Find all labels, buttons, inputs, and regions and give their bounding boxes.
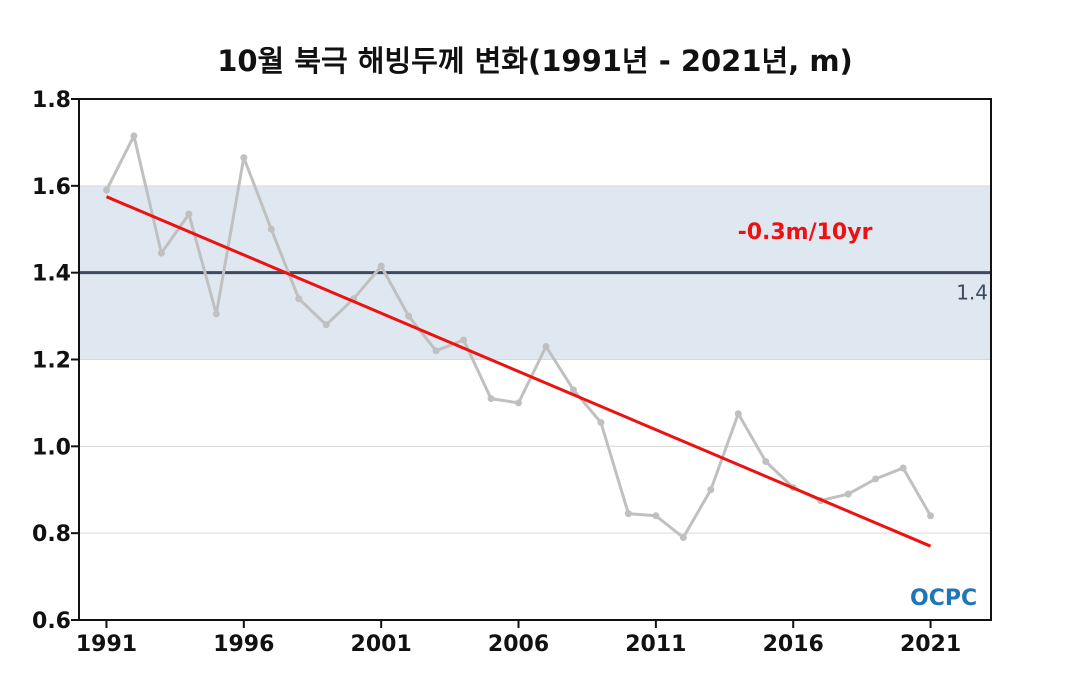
logo-text: OCPC [910, 586, 977, 611]
y-tick-label: 1.0 [32, 435, 71, 460]
data-point [157, 249, 165, 257]
axes [71, 98, 992, 628]
x-tick-label: 1996 [213, 632, 274, 657]
data-point [432, 347, 440, 355]
trend-line [105, 195, 932, 548]
data-point [542, 342, 550, 350]
data-point [212, 310, 220, 318]
data-point [734, 410, 742, 418]
data-point [377, 262, 385, 270]
data-point [240, 154, 248, 162]
x-tick-label: 2021 [900, 632, 961, 657]
trend-layer [105, 195, 932, 548]
data-point [185, 210, 193, 218]
data-point [844, 490, 852, 498]
x-tick-label: 2006 [488, 632, 549, 657]
y-tick-label: 0.6 [32, 609, 71, 634]
data-point [102, 186, 110, 194]
data-point [927, 512, 935, 520]
labels-layer: 0.6 0.8 1.0 1.2 1.4 1.6 1.8 1991 1996 2001 2006 201… [32, 88, 988, 657]
data-point [899, 464, 907, 472]
data-point [762, 458, 770, 466]
ocpc-logo: OCPC [910, 586, 977, 611]
x-tick-label: 2011 [625, 632, 686, 657]
data-point [569, 386, 577, 394]
data-point [597, 418, 605, 426]
y-tick-label: 1.8 [32, 88, 71, 113]
plot-frame [78, 98, 992, 621]
data-point [872, 475, 880, 483]
data-point [624, 510, 632, 518]
trend-label: -0.3m/10yr [738, 220, 873, 245]
x-tick-label: 2016 [763, 632, 824, 657]
data-point [652, 512, 660, 520]
data-point [515, 399, 523, 407]
data-point [267, 225, 275, 233]
chart-title: 10월 북극 해빙두께 변화(1991년 - 2021년, m) [217, 44, 853, 78]
reference-line-label: 1.4 [956, 281, 988, 305]
data-point [460, 336, 468, 344]
x-tick-label: 1991 [76, 632, 137, 657]
data-point [679, 534, 687, 542]
y-tick-label: 1.4 [32, 262, 71, 287]
data-point [405, 312, 413, 320]
y-tick-label: 0.8 [32, 522, 71, 547]
data-point [322, 321, 330, 329]
data-point [130, 132, 138, 140]
x-tick-label: 2001 [351, 632, 412, 657]
y-tick-label: 1.6 [32, 175, 71, 200]
data-point [707, 486, 715, 494]
data-point [295, 295, 303, 303]
y-tick-label: 1.2 [32, 349, 71, 374]
data-point [487, 395, 495, 403]
